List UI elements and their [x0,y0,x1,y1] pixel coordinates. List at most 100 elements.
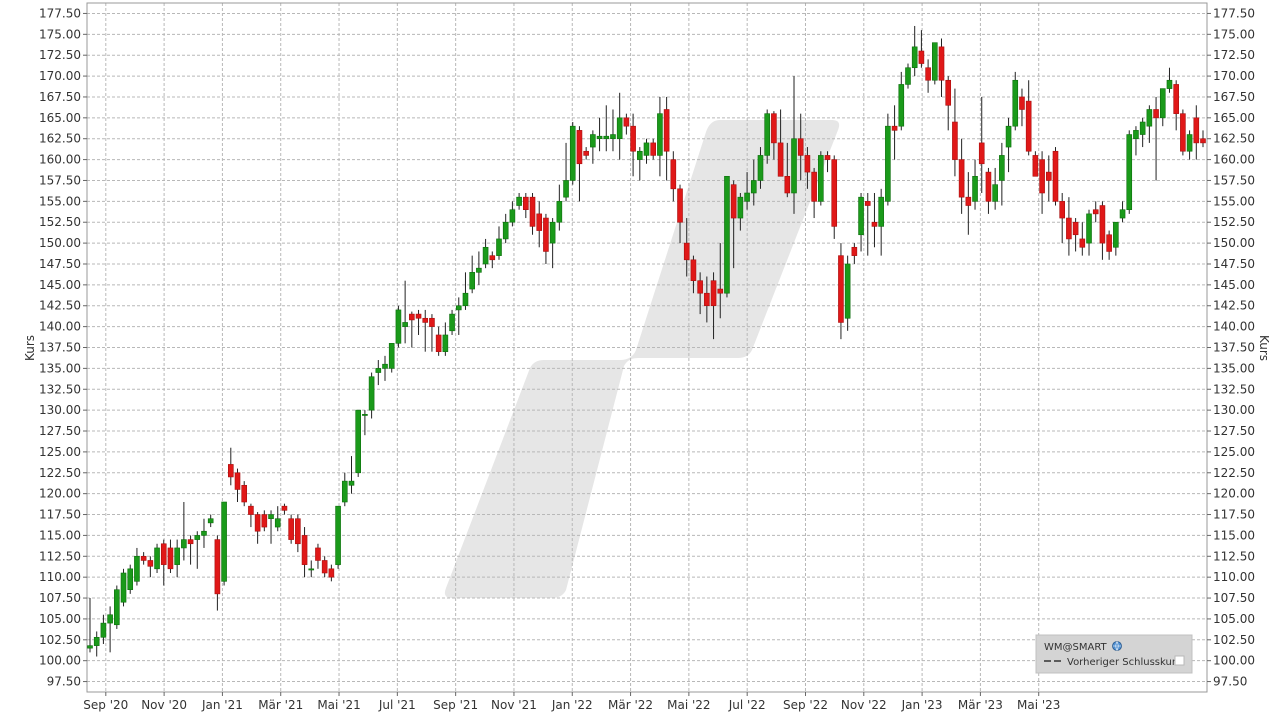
x-tick-label: Sep '20 [83,698,128,712]
candle-body [965,196,972,206]
y-tick-label-left: 172.50 [39,48,81,62]
candle-up [174,539,180,578]
y-tick-label-right: 125.00 [1213,445,1255,459]
candle-up [563,142,569,202]
candle-body [603,135,610,140]
candle-down [851,243,858,264]
y-tick-label-left: 165.00 [39,111,81,125]
candle-up [362,410,368,436]
candle-down [938,38,945,97]
candle-body [402,322,408,327]
candle-down [690,255,697,294]
candle-body [1166,79,1173,89]
x-tick-label: Sep '22 [783,698,828,712]
candle-body [114,589,120,626]
candle-down [864,192,871,256]
candle-down [797,113,804,181]
candle-down [824,151,831,173]
candle-body [1133,130,1139,140]
y-tick-label-left: 100.00 [39,654,81,668]
candle-body [167,547,174,570]
candle-body [134,555,140,582]
candle-body [1092,209,1099,215]
legend-toggle-checkbox[interactable] [1174,655,1185,666]
y-tick-label-left: 142.50 [39,299,81,313]
y-tick-label-right: 157.50 [1213,173,1255,187]
candle-up [476,251,482,285]
y-tick-label-left: 127.50 [39,424,81,438]
candle-down [228,447,234,486]
y-tick-label-left: 177.50 [39,6,81,20]
candle-body [268,514,274,520]
candle-body [1180,113,1186,152]
candle-body [704,292,710,307]
candle-body [569,125,576,181]
x-tick-label: Sep '21 [433,698,478,712]
y-axis-label-left: Kurs [23,335,37,361]
candle-body [643,142,650,156]
candle-body [228,464,234,478]
candle-up [127,564,134,594]
candle-up [657,96,663,177]
candle-down [650,138,657,160]
candle-down [529,192,536,235]
y-tick-label-left: 102.50 [39,633,81,647]
candle-down [1092,201,1099,223]
candle-up [100,614,107,644]
candle-down [811,167,817,219]
candle-body [1186,134,1193,152]
y-tick-label-right: 115.00 [1213,528,1255,542]
y-tick-label-right: 100.00 [1213,654,1255,668]
candle-up [898,71,905,131]
candle-body [563,180,569,198]
candle-body [844,263,851,319]
candle-body [295,518,301,545]
candle-down [281,503,288,515]
candle-down [965,172,972,235]
candle-body [502,221,509,240]
y-tick-label-right: 120.00 [1213,487,1255,501]
y-tick-label-left: 175.00 [39,27,81,41]
candle-up [1146,105,1153,143]
y-tick-label-right: 97.50 [1213,675,1247,689]
candle-body [147,560,154,567]
candle-body [160,543,167,565]
candle-body [1072,221,1079,236]
candle-up [388,343,395,373]
y-tick-label-right: 140.00 [1213,320,1255,334]
candle-down [871,192,878,248]
candle-up [348,456,355,494]
candle-body [429,317,435,327]
candle-up [590,130,596,164]
candle-up [818,151,824,206]
candle-down [254,512,261,544]
candle-body [1025,100,1032,152]
candle-body [1106,234,1112,252]
y-tick-label-left: 137.50 [39,341,81,355]
candle-down [831,155,838,239]
x-tick-label: Mai '22 [667,698,710,712]
candle-up [395,305,402,348]
y-tick-label-left: 132.50 [39,382,81,396]
candle-body [174,547,180,565]
candle-up [382,355,388,381]
y-tick-label-left: 152.50 [39,215,81,229]
candle-up [764,109,770,164]
candle-body [509,209,516,223]
y-tick-label-right: 122.50 [1213,466,1255,480]
y-tick-label-right: 147.50 [1213,257,1255,271]
candle-up [972,159,978,210]
candle-down [683,218,690,277]
candle-body [93,636,100,646]
candle-down [1200,130,1206,148]
candle-body [241,484,248,503]
candle-down [717,243,724,319]
y-tick-label-right: 152.50 [1213,215,1255,229]
candle-body [1032,155,1039,177]
candle-up [207,514,214,528]
candle-down [1019,88,1025,127]
candle-down [677,184,683,244]
candle-body [985,171,992,202]
candle-up [569,122,576,185]
